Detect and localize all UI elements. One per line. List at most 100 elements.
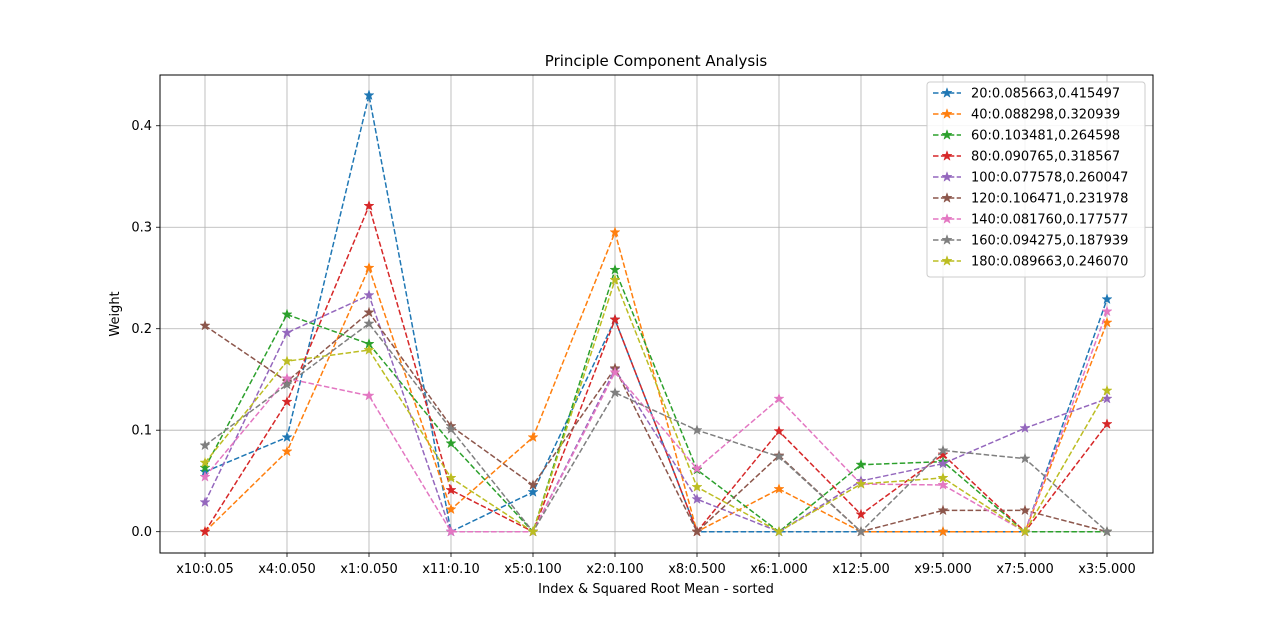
- data-point-star: [1101, 305, 1113, 317]
- data-point-star: [1019, 452, 1031, 464]
- data-point-star: [773, 425, 785, 437]
- data-point-star: [363, 89, 375, 101]
- data-point-star: [281, 395, 293, 407]
- data-point-star: [363, 261, 375, 273]
- data-point-star: [773, 450, 785, 462]
- data-point-star: [855, 458, 867, 470]
- data-point-star: [937, 448, 949, 460]
- series-line: [204, 203, 1108, 534]
- x-tick-label: x6:1.000: [750, 562, 808, 577]
- data-point-star: [363, 317, 375, 329]
- series-line: [204, 311, 1108, 533]
- data-point-star: [363, 344, 375, 355]
- legend-star-marker: [941, 255, 953, 266]
- series-line: [204, 311, 1108, 533]
- legend-star-marker: [941, 192, 953, 203]
- series-line: [204, 267, 1107, 534]
- data-point-star: [199, 439, 211, 451]
- legend-item: 60:0.103481,0.264598: [933, 129, 1120, 144]
- data-point-star: [609, 263, 621, 275]
- legend-item: 180:0.089663,0.246070: [933, 255, 1128, 270]
- series-line: [204, 322, 1108, 534]
- data-point-star: [1101, 384, 1113, 396]
- grid: [160, 75, 1153, 553]
- legend-label: 100:0.077578,0.260047: [971, 171, 1128, 186]
- x-tick-label: x7:5.000: [996, 562, 1054, 577]
- data-point-star: [281, 378, 293, 390]
- data-point-star: [773, 483, 785, 494]
- data-point-star: [363, 306, 375, 318]
- data-point-star: [937, 444, 949, 456]
- data-point-star: [281, 445, 293, 457]
- legend-item: 100:0.077578,0.260047: [933, 171, 1128, 186]
- data-point-star: [1101, 525, 1113, 537]
- data-point-star: [937, 479, 949, 490]
- legend-label: 180:0.089663,0.246070: [971, 255, 1128, 270]
- data-point-star: [609, 313, 621, 325]
- legend-item: 160:0.094275,0.187939: [933, 234, 1128, 249]
- data-point-star: [527, 431, 539, 443]
- legend-label: 140:0.081760,0.177577: [971, 213, 1128, 228]
- x-axis-label: Index & Squared Root Mean - sorted: [538, 582, 774, 597]
- x-tick-label: x12:5.00: [832, 562, 890, 577]
- data-point-star: [691, 462, 703, 474]
- y-tick-label: 0.4: [131, 119, 152, 134]
- x-tick-label: x1:0.050: [340, 562, 398, 577]
- legend-star-marker: [941, 213, 953, 224]
- data-point-star: [527, 525, 539, 537]
- legend-star-marker: [941, 108, 953, 119]
- series-line: [204, 277, 1108, 533]
- data-point-star: [1019, 504, 1031, 516]
- data-point-star: [281, 308, 293, 320]
- data-point-star: [855, 478, 867, 489]
- data-point-star: [199, 319, 211, 331]
- data-point-star: [1019, 422, 1031, 433]
- data-point-star: [199, 496, 211, 508]
- y-tick-label: 0.0: [131, 525, 152, 540]
- data-point-star: [1101, 418, 1113, 429]
- x-tick-label: x8:0.500: [668, 562, 726, 577]
- y-axis-ticks: 0.0 0.1 0.2 0.3 0.4: [131, 119, 160, 540]
- data-point-star: [281, 355, 293, 367]
- chart-title: Principle Component Analysis: [545, 52, 768, 70]
- data-point-star: [199, 461, 211, 473]
- data-point-star: [281, 326, 293, 338]
- y-tick-label: 0.2: [131, 322, 152, 337]
- data-point-star: [445, 503, 457, 515]
- legend-label: 20:0.085663,0.415497: [971, 87, 1120, 102]
- legend-star-marker: [941, 234, 953, 245]
- data-point-star: [609, 386, 621, 398]
- legend: 20:0.085663,0.415497 40:0.088298,0.320939…: [926, 81, 1146, 278]
- data-point-star: [855, 508, 867, 520]
- y-axis-label: Weight: [108, 291, 123, 336]
- data-point-star: [855, 525, 867, 537]
- plot-area-frame: [159, 74, 1154, 554]
- legend-star-marker: [941, 150, 953, 161]
- legend-star-marker: [941, 87, 953, 98]
- data-point-star: [691, 493, 703, 505]
- legend-box: [926, 81, 1146, 278]
- legend-label: 120:0.106471,0.231978: [971, 192, 1128, 207]
- data-point-star: [937, 525, 949, 537]
- legend-label: 40:0.088298,0.320939: [971, 108, 1120, 123]
- legend-star-marker: [941, 171, 953, 182]
- legend-label: 60:0.103481,0.264598: [971, 129, 1120, 144]
- legend-star-marker: [941, 129, 953, 140]
- data-point-star: [445, 423, 457, 435]
- legend-item: 140:0.081760,0.177577: [933, 213, 1128, 228]
- data-point-star: [937, 457, 949, 469]
- legend-item: 120:0.106471,0.231978: [933, 192, 1128, 207]
- legend-item: 80:0.090765,0.318567: [933, 150, 1120, 165]
- x-tick-label: x4:0.050: [258, 562, 316, 577]
- x-tick-label: x3:5.000: [1078, 562, 1136, 577]
- data-point-star: [609, 226, 621, 238]
- x-tick-label: x11:0.10: [422, 562, 480, 577]
- data-point-star: [445, 471, 457, 483]
- y-tick-label: 0.3: [131, 221, 152, 236]
- x-tick-label: x9:5.000: [914, 562, 972, 577]
- data-point-star: [527, 479, 539, 490]
- data-point-star: [363, 389, 375, 401]
- legend-item: 20:0.085663,0.415497: [933, 87, 1120, 102]
- data-point-star: [199, 470, 211, 482]
